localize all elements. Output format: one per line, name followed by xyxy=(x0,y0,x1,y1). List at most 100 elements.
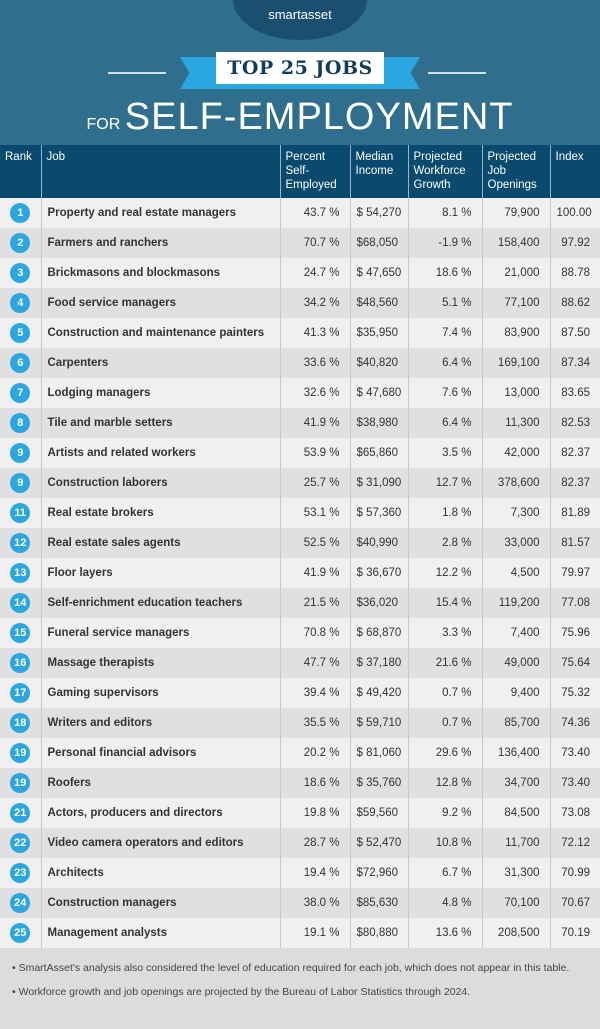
cell-index: 75.96 xyxy=(549,618,600,648)
cell-job-openings: 34,700 xyxy=(481,768,550,798)
cell-median-income: $80,880 xyxy=(349,918,408,948)
cell-job: Property and real estate managers xyxy=(40,198,280,228)
cell-median-income: $ 49,420 xyxy=(349,678,408,708)
cell-percent-self-employed: 34.2 % xyxy=(279,288,350,318)
cell-workforce-growth: 21.6 % xyxy=(407,648,482,678)
cell-rank: 18 xyxy=(0,708,41,738)
cell-percent-self-employed: 21.5 % xyxy=(279,588,350,618)
cell-percent-self-employed: 41.3 % xyxy=(279,318,350,348)
cell-percent-self-employed: 38.0 % xyxy=(279,888,350,918)
cell-median-income: $ 37,180 xyxy=(349,648,408,678)
cell-workforce-growth: 13.6 % xyxy=(407,918,482,948)
rank-badge: 15 xyxy=(10,623,31,643)
logo-text: smartasset xyxy=(268,7,332,22)
banner-title: TOP 25 JOBS xyxy=(216,52,384,84)
cell-percent-self-employed: 20.2 % xyxy=(279,738,350,768)
cell-rank: 19 xyxy=(0,768,41,798)
cell-workforce-growth: 9.2 % xyxy=(407,798,482,828)
cell-rank: 19 xyxy=(0,738,41,768)
cell-percent-self-employed: 53.1 % xyxy=(279,498,350,528)
cell-workforce-growth: 6.4 % xyxy=(407,348,482,378)
rank-badge: 14 xyxy=(10,593,31,613)
rank-badge: 9 xyxy=(10,473,31,493)
cell-workforce-growth: 7.6 % xyxy=(407,378,482,408)
rank-badge: 13 xyxy=(10,563,31,583)
cell-job-openings: 85,700 xyxy=(481,708,550,738)
cell-percent-self-employed: 25.7 % xyxy=(279,468,350,498)
table-row: 12 Real estate sales agents 52.5 % $40,990 2… xyxy=(0,528,600,558)
cell-rank: 16 xyxy=(0,648,41,678)
cell-job: Writers and editors xyxy=(40,708,280,738)
cell-job-openings: 31,300 xyxy=(481,858,550,888)
cell-median-income: $40,820 xyxy=(349,348,408,378)
cell-rank: 5 xyxy=(0,318,41,348)
cell-rank: 21 xyxy=(0,798,41,828)
cell-job: Floor layers xyxy=(40,558,280,588)
cell-job: Roofers xyxy=(40,768,280,798)
cell-percent-self-employed: 32.6 % xyxy=(279,378,350,408)
cell-index: 81.57 xyxy=(549,528,600,558)
cell-job: Architects xyxy=(40,858,280,888)
cell-rank: 17 xyxy=(0,678,41,708)
cell-workforce-growth: 4.8 % xyxy=(407,888,482,918)
cell-job-openings: 33,000 xyxy=(481,528,550,558)
cell-job: Food service managers xyxy=(40,288,280,318)
divider-right xyxy=(428,72,486,74)
cell-index: 70.99 xyxy=(549,858,600,888)
cell-workforce-growth: 0.7 % xyxy=(407,678,482,708)
subtitle: FOR SELF-EMPLOYMENT xyxy=(0,96,600,139)
rank-badge: 24 xyxy=(10,893,31,913)
table-row: 5 Construction and maintenance painters 41… xyxy=(0,318,600,348)
footnotes: SmartAsset's analysis also considered th… xyxy=(0,948,600,1000)
rank-badge: 2 xyxy=(10,233,31,253)
cell-percent-self-employed: 53.9 % xyxy=(279,438,350,468)
cell-percent-self-employed: 19.4 % xyxy=(279,858,350,888)
title-header: smartasset TOP 25 JOBS FOR SELF-EMPLOYME… xyxy=(0,0,600,145)
cell-workforce-growth: 0.7 % xyxy=(407,708,482,738)
smartasset-logo: smartasset xyxy=(233,0,367,40)
table-row: 24 Construction managers 38.0 % $85,630 4.8 … xyxy=(0,888,600,918)
cell-percent-self-employed: 52.5 % xyxy=(279,528,350,558)
cell-job-openings: 119,200 xyxy=(481,588,550,618)
rank-badge: 16 xyxy=(10,653,31,673)
cell-index: 87.50 xyxy=(549,318,600,348)
cell-index: 75.64 xyxy=(549,648,600,678)
cell-index: 88.62 xyxy=(549,288,600,318)
footnote: SmartAsset's analysis also considered th… xyxy=(12,960,588,976)
table-row: 4 Food service managers 34.2 % $48,560 5.1 %… xyxy=(0,288,600,318)
cell-job-openings: 7,300 xyxy=(481,498,550,528)
cell-percent-self-employed: 28.7 % xyxy=(279,828,350,858)
rank-badge: 25 xyxy=(10,923,31,943)
cell-rank: 11 xyxy=(0,498,41,528)
cell-median-income: $ 54,270 xyxy=(349,198,408,228)
table-row: 9 Artists and related workers 53.9 % $65,86… xyxy=(0,438,600,468)
table-row: 25 Management analysts 19.1 % $80,880 13.6 %… xyxy=(0,918,600,948)
cell-median-income: $ 52,470 xyxy=(349,828,408,858)
column-header-rank: Rank xyxy=(0,145,41,198)
column-header-median-income: Median Income xyxy=(349,145,408,198)
cell-index: 87.34 xyxy=(549,348,600,378)
cell-percent-self-employed: 39.4 % xyxy=(279,678,350,708)
cell-median-income: $ 31,090 xyxy=(349,468,408,498)
jobs-table: Rank Job Percent Self-Employed Median Incom… xyxy=(0,145,600,948)
cell-job-openings: 9,400 xyxy=(481,678,550,708)
cell-workforce-growth: 6.4 % xyxy=(407,408,482,438)
cell-rank: 3 xyxy=(0,258,41,288)
cell-job-openings: 83,900 xyxy=(481,318,550,348)
cell-percent-self-employed: 33.6 % xyxy=(279,348,350,378)
table-row: 19 Roofers 18.6 % $ 35,760 12.8 % 34,700 73.40 xyxy=(0,768,600,798)
cell-percent-self-employed: 19.1 % xyxy=(279,918,350,948)
cell-job: Artists and related workers xyxy=(40,438,280,468)
cell-rank: 1 xyxy=(0,198,41,228)
cell-rank: 23 xyxy=(0,858,41,888)
cell-job: Construction and maintenance painters xyxy=(40,318,280,348)
table-row: 1 Property and real estate managers 43.7 %… xyxy=(0,198,600,228)
rank-badge: 23 xyxy=(10,863,31,883)
cell-median-income: $ 36,670 xyxy=(349,558,408,588)
cell-rank: 9 xyxy=(0,438,41,468)
cell-rank: 24 xyxy=(0,888,41,918)
cell-index: 70.19 xyxy=(549,918,600,948)
cell-job-openings: 169,100 xyxy=(481,348,550,378)
cell-workforce-growth: 3.3 % xyxy=(407,618,482,648)
cell-job: Actors, producers and directors xyxy=(40,798,280,828)
